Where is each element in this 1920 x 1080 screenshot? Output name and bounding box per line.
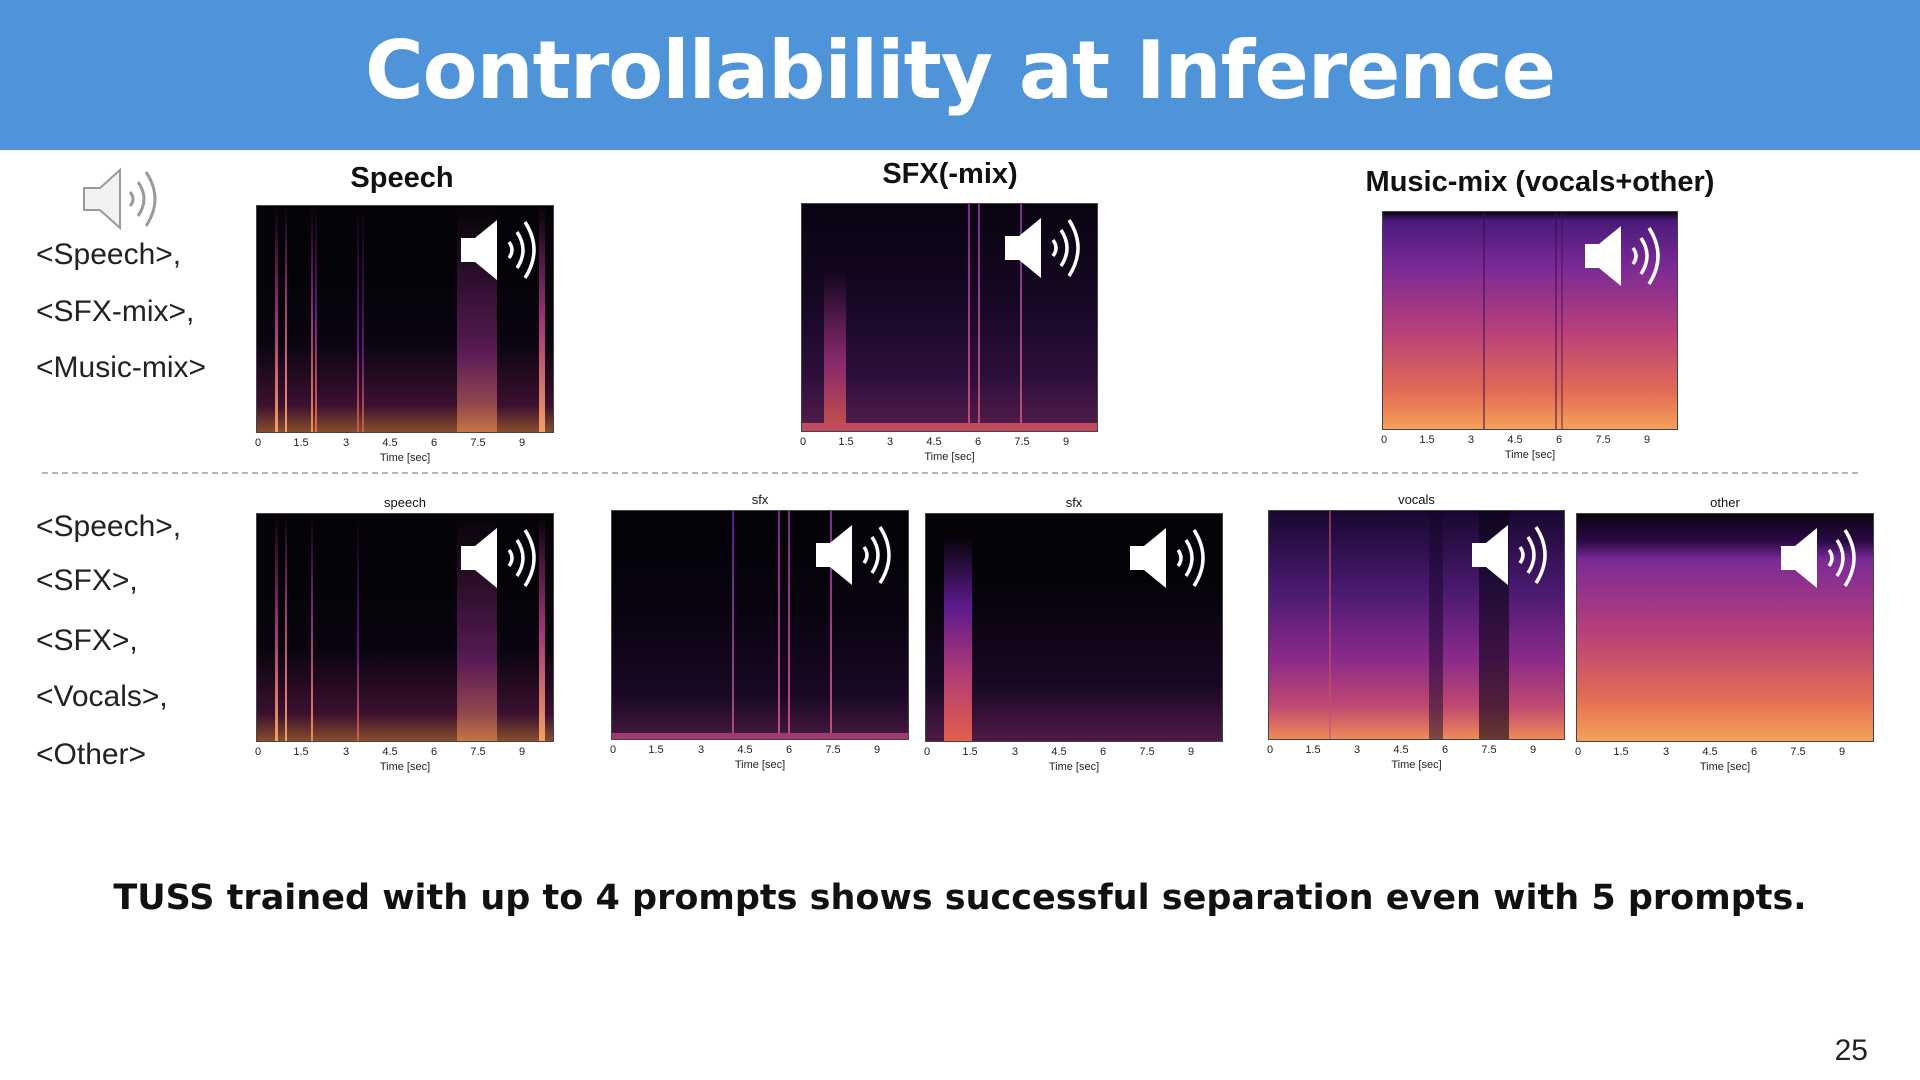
play-audio-icon[interactable] bbox=[457, 522, 543, 594]
spec-title-sfx-mix: SFX(-mix) bbox=[882, 158, 1018, 190]
x-axis-label: Time [sec] bbox=[1699, 761, 1751, 773]
play-audio-icon[interactable] bbox=[457, 214, 543, 286]
spectrogram-other bbox=[1576, 513, 1874, 742]
spec-title-speech: speech bbox=[384, 495, 426, 510]
spectrogram-speech bbox=[256, 513, 554, 742]
prompt-sfx: <SFX>, bbox=[36, 564, 138, 597]
prompt-sfx-mix: <SFX-mix>, bbox=[36, 295, 195, 328]
x-axis-label: Time [sec] bbox=[734, 759, 786, 771]
prompt-speech: <Speech>, bbox=[36, 510, 182, 543]
section-divider bbox=[42, 472, 1858, 474]
play-audio-icon[interactable] bbox=[812, 519, 898, 591]
spectrogram-speech-mix bbox=[256, 205, 554, 433]
spec-title-music-mix: Music-mix (vocals+other) bbox=[1365, 166, 1715, 198]
spec-title-vocals: vocals bbox=[1398, 492, 1435, 507]
play-audio-icon[interactable] bbox=[1777, 522, 1863, 594]
spec-title-sfx: sfx bbox=[1065, 495, 1083, 510]
spectrogram-sfx-1 bbox=[611, 510, 909, 740]
spectrogram-vocals bbox=[1268, 510, 1565, 740]
title-banner: Controllability at Inference bbox=[0, 0, 1920, 150]
speaker-icon[interactable] bbox=[80, 164, 164, 234]
play-audio-icon[interactable] bbox=[1581, 220, 1667, 292]
prompt-vocals: <Vocals>, bbox=[36, 680, 168, 713]
x-axis-label: Time [sec] bbox=[1504, 449, 1556, 461]
x-axis-label: Time [sec] bbox=[379, 452, 431, 464]
spectrogram-sfx-2 bbox=[925, 513, 1223, 742]
prompt-speech: <Speech>, bbox=[36, 238, 182, 271]
play-audio-icon[interactable] bbox=[1126, 522, 1212, 594]
x-axis-label: Time [sec] bbox=[924, 451, 975, 463]
spectrogram-music-mix bbox=[1382, 211, 1678, 430]
spec-title-other: other bbox=[1710, 495, 1740, 510]
play-audio-icon[interactable] bbox=[1468, 519, 1554, 591]
spec-title-sfx: sfx bbox=[751, 492, 769, 507]
spectrogram-sfx-mix bbox=[801, 203, 1098, 432]
x-axis-label: Time [sec] bbox=[1048, 761, 1100, 773]
x-axis-label: Time [sec] bbox=[379, 761, 431, 773]
x-axis-label: Time [sec] bbox=[1391, 759, 1442, 771]
prompt-music-mix: <Music-mix> bbox=[36, 351, 207, 384]
slide-caption: TUSS trained with up to 4 prompts shows … bbox=[113, 878, 1807, 918]
prompt-sfx: <SFX>, bbox=[36, 624, 138, 657]
spec-title-speech: Speech bbox=[350, 162, 454, 194]
play-audio-icon[interactable] bbox=[1001, 212, 1087, 284]
prompt-other: <Other> bbox=[36, 738, 147, 771]
slide-title: Controllability at Inference bbox=[364, 24, 1556, 117]
page-number: 25 bbox=[1834, 1034, 1868, 1067]
